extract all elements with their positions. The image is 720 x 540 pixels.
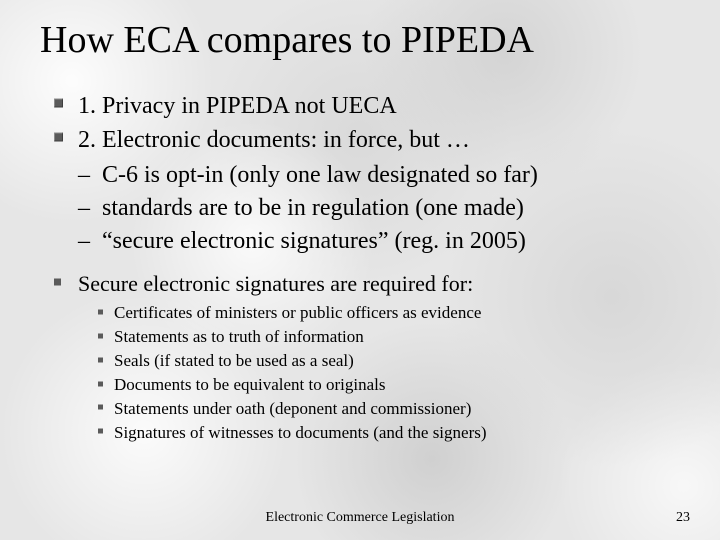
bullet-item: Secure electronic signatures are require… bbox=[50, 270, 680, 445]
bullet-item: 2. Electronic documents: in force, but …… bbox=[50, 124, 680, 258]
bullet-text: Secure electronic signatures are require… bbox=[78, 271, 473, 296]
tertiary-bullet-item: Signatures of witnesses to documents (an… bbox=[96, 422, 680, 445]
bullet-list-main: 1. Privacy in PIPEDA not UECA 2. Electro… bbox=[50, 90, 680, 258]
page-number: 23 bbox=[676, 510, 690, 526]
bullet-text: 2. Electronic documents: in force, but … bbox=[78, 127, 470, 153]
bullet-list-secondary: Secure electronic signatures are require… bbox=[50, 270, 680, 445]
tertiary-bullet-item: Documents to be equivalent to originals bbox=[96, 374, 680, 397]
bullet-list-tertiary: Certificates of ministers or public offi… bbox=[96, 302, 680, 445]
sub-bullet-text: C-6 is opt-in (only one law designated s… bbox=[102, 162, 538, 188]
tertiary-bullet-item: Certificates of ministers or public offi… bbox=[96, 302, 680, 325]
tertiary-bullet-item: Statements as to truth of information bbox=[96, 326, 680, 349]
tertiary-bullet-text: Seals (if stated to be used as a seal) bbox=[114, 351, 354, 370]
tertiary-bullet-text: Signatures of witnesses to documents (an… bbox=[114, 423, 487, 442]
sub-bullet-text: standards are to be in regulation (one m… bbox=[102, 195, 524, 221]
bullet-list-sub: C-6 is opt-in (only one law designated s… bbox=[78, 159, 680, 258]
sub-bullet-text: “secure electronic signatures” (reg. in … bbox=[102, 228, 526, 254]
footer-text: Electronic Commerce Legislation bbox=[0, 510, 720, 526]
tertiary-bullet-text: Statements as to truth of information bbox=[114, 327, 364, 346]
tertiary-bullet-item: Statements under oath (deponent and comm… bbox=[96, 398, 680, 421]
sub-bullet-item: standards are to be in regulation (one m… bbox=[78, 192, 680, 224]
tertiary-bullet-item: Seals (if stated to be used as a seal) bbox=[96, 350, 680, 373]
slide: How ECA compares to PIPEDA 1. Privacy in… bbox=[0, 0, 720, 540]
tertiary-bullet-text: Certificates of ministers or public offi… bbox=[114, 303, 481, 322]
sub-bullet-item: C-6 is opt-in (only one law designated s… bbox=[78, 159, 680, 191]
tertiary-bullet-text: Documents to be equivalent to originals bbox=[114, 375, 385, 394]
sub-bullet-item: “secure electronic signatures” (reg. in … bbox=[78, 225, 680, 257]
slide-title: How ECA compares to PIPEDA bbox=[40, 20, 680, 62]
bullet-text: 1. Privacy in PIPEDA not UECA bbox=[78, 93, 397, 119]
bullet-item: 1. Privacy in PIPEDA not UECA bbox=[50, 90, 680, 122]
tertiary-bullet-text: Statements under oath (deponent and comm… bbox=[114, 399, 471, 418]
